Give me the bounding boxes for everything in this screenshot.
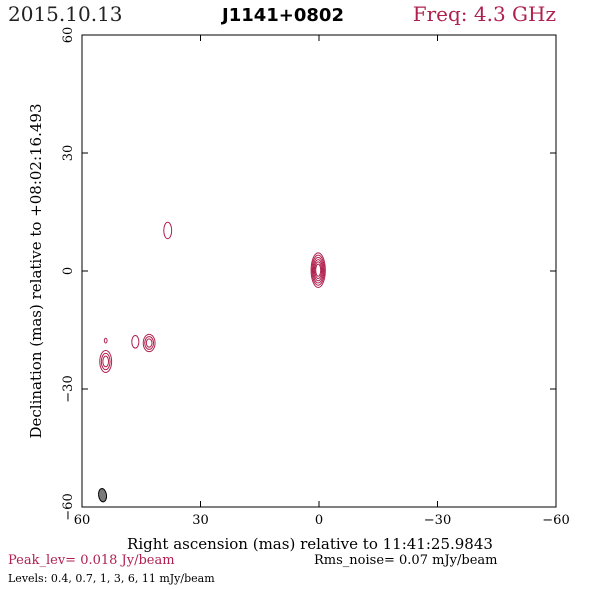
contour-line <box>99 349 113 373</box>
contour-line <box>144 336 155 350</box>
y-axis-label: Declination (mas) relative to +08:02:16.… <box>27 103 45 438</box>
contour-line <box>313 259 324 282</box>
contour-component <box>103 337 108 344</box>
contour-line <box>142 333 156 353</box>
x-tick-label: −30 <box>424 513 451 528</box>
y-tick-label: 0 <box>61 267 76 275</box>
contour-line <box>315 263 322 277</box>
contour-line <box>131 335 140 349</box>
axis-ticks <box>81 34 557 508</box>
y-tick-label: 60 <box>61 27 76 44</box>
contour-line <box>311 254 325 286</box>
x-tick-label: −60 <box>542 513 569 528</box>
contour-component <box>99 349 113 373</box>
x-tick-label: 60 <box>74 513 91 528</box>
x-axis-label: Right ascension (mas) relative to 11:41:… <box>127 535 493 553</box>
x-tick-label: 30 <box>192 513 209 528</box>
observation-date: 2015.10.13 <box>8 2 123 26</box>
contour-line <box>314 261 323 280</box>
y-tick-labels: 60 30 0 −30 −60 <box>61 27 76 521</box>
contour-line <box>102 355 110 368</box>
restoring-beam <box>98 488 108 503</box>
peak-level: Peak_lev= 0.018 Jy/beam <box>8 553 175 568</box>
rms-noise: Rms_noise= 0.07 mJy/beam <box>314 553 498 568</box>
plot-frame <box>81 34 557 508</box>
contour-line <box>310 252 326 289</box>
contour-line <box>103 337 108 344</box>
y-tick-label: −30 <box>61 375 76 402</box>
source-name: J1141+0802 <box>222 5 344 26</box>
contour-line <box>312 256 324 284</box>
contour-component <box>310 252 326 289</box>
contour-component <box>131 335 140 349</box>
beam-ellipse <box>98 488 108 503</box>
contour-line <box>145 338 153 348</box>
contour-components <box>99 221 326 373</box>
contour-component <box>142 333 156 353</box>
x-tick-label: 0 <box>315 513 323 528</box>
contour-line <box>163 221 173 240</box>
frequency-label: Freq: 4.3 GHz <box>412 2 556 26</box>
contour-levels: Levels: 0.4, 0.7, 1, 3, 6, 11 mJy/beam <box>8 572 215 585</box>
contour-line <box>100 352 111 371</box>
x-tick-labels: 60 30 0 −30 −60 <box>74 513 570 528</box>
contour-component <box>163 221 173 240</box>
y-tick-label: 30 <box>61 145 76 162</box>
y-tick-label: −60 <box>61 493 76 520</box>
